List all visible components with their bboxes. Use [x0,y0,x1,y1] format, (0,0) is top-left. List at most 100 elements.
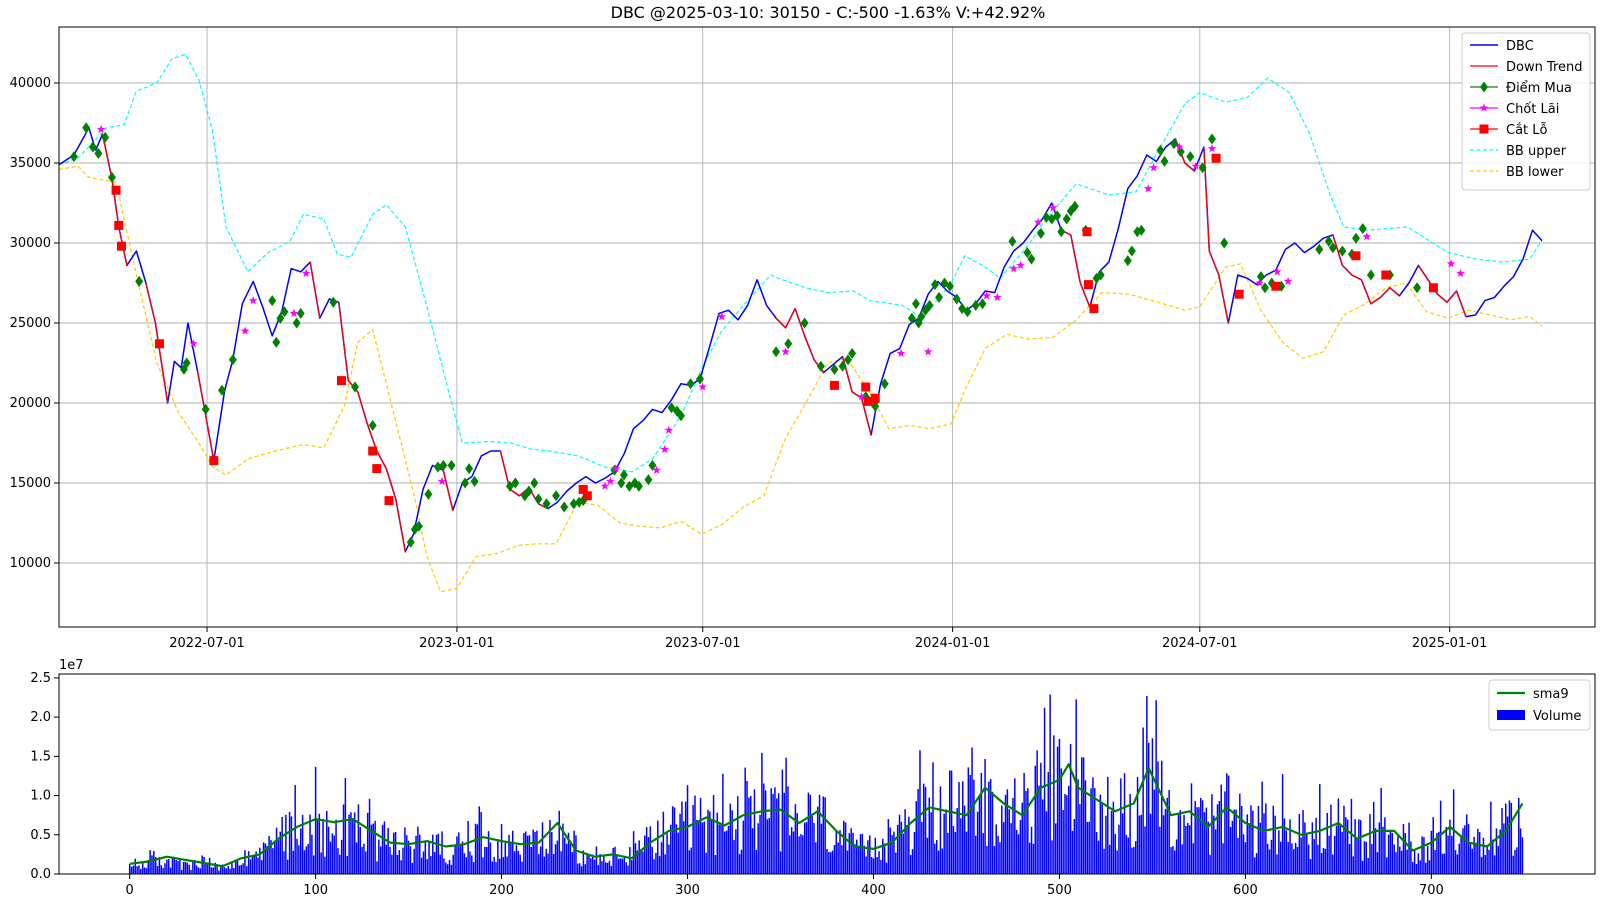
volume-bar [1025,790,1027,874]
volume-bar [1425,862,1427,874]
stop-loss-marker [582,491,592,501]
volume-bar [443,858,445,874]
volume-bar [1060,768,1063,874]
down-trend-segment [1203,146,1229,324]
volume-bar [911,849,914,874]
volume-bar [679,813,681,874]
volume-bar [872,858,875,874]
volume-bar [989,779,992,874]
volume-bar [279,831,282,874]
buy-point-marker [917,311,926,323]
volume-bar [333,835,335,874]
volume-bar [688,850,691,874]
take-profit-marker [1283,276,1293,285]
volume-bar [787,786,789,874]
volume-bar [980,772,983,874]
buy-point-marker [907,312,916,324]
volume-bar [1159,826,1161,874]
stop-loss-marker [870,393,880,403]
volume-bar [141,862,144,874]
volume-bar [956,808,958,874]
volume-bar [670,824,672,874]
price-y-tick-label: 10000 [10,556,51,571]
volume-bar [755,850,758,874]
volume-bar [757,823,759,874]
volume-bar [569,843,572,874]
price-y-tick-label: 20000 [10,396,51,411]
volume-bar [647,837,650,874]
volume-bar [1328,835,1330,874]
volume-bar [1051,840,1053,874]
volume-bar [1335,825,1338,874]
volume-bar [1279,841,1282,874]
price-plot-frame [58,26,1596,628]
volume-bar [1293,849,1295,874]
volume-bar [220,866,222,874]
take-profit-marker [857,392,866,401]
volume-bar [694,795,696,874]
stop-loss-marker [209,456,219,466]
volume-bar [1047,771,1050,874]
volume-bar [361,846,363,874]
volume-bar [1220,784,1222,874]
volume-bar [1354,819,1356,874]
volume-bar [759,814,761,874]
volume-bar [474,823,477,874]
volume-bar [151,855,153,874]
volume-bar [1421,836,1423,874]
volume-bar [699,797,702,874]
volume-bar [510,843,512,874]
volume-bar [1214,829,1217,874]
volume-bar [313,855,315,874]
volume-bar [857,845,860,874]
down-trend-segment [338,302,406,552]
volume-bar [1501,808,1503,874]
volume-bar [1226,773,1228,874]
volume-bar [273,840,276,874]
volume-bar [1430,830,1433,874]
volume-bar [597,864,600,874]
volume-bar [1090,788,1092,874]
volume-bar [458,832,460,874]
volume-bar [551,831,553,874]
volume-exponent-label: 1e7 [59,658,84,673]
volume-bar [1352,856,1354,874]
volume-bar [128,864,131,874]
volume-bar [1404,833,1407,874]
stop-loss-marker [1234,289,1244,299]
volume-bar [653,859,655,874]
buy-point-marker [1127,245,1136,257]
volume-bar [1071,830,1074,874]
volume-bar [575,835,577,874]
volume-y-tick-label: 1.5 [30,749,51,764]
volume-bar [1246,814,1249,874]
volume-x-tick-label: 700 [1419,883,1444,898]
stop-loss-marker [111,185,121,195]
buy-point-marker [560,501,569,513]
volume-y-tick-label: 2.5 [30,671,51,686]
buy-point-marker [911,298,920,310]
volume-bar [1218,801,1221,874]
volume-bar [696,819,698,874]
take-profit-marker [1016,260,1025,269]
volume-bar [683,821,685,874]
volume-bar [1233,809,1235,874]
down-trend-segment [1332,234,1400,305]
price-y-tick-label: 35000 [10,156,51,171]
volume-bar [1464,825,1466,874]
stop-loss-marker [1351,251,1361,261]
buy-point-marker [931,279,939,291]
volume-bar [1205,807,1208,874]
buy-point-marker [296,307,305,319]
volume-bar [1203,812,1206,874]
volume-bar [1231,820,1234,874]
volume-bar [454,845,456,874]
volume-bar [484,846,486,874]
volume-bar [530,846,533,874]
take-profit-marker [993,292,1002,301]
volume-bar [631,860,633,874]
volume-bar [1348,844,1351,874]
take-profit-marker [1191,161,1200,170]
volume-bar [1462,828,1464,874]
volume-bar [655,852,657,874]
